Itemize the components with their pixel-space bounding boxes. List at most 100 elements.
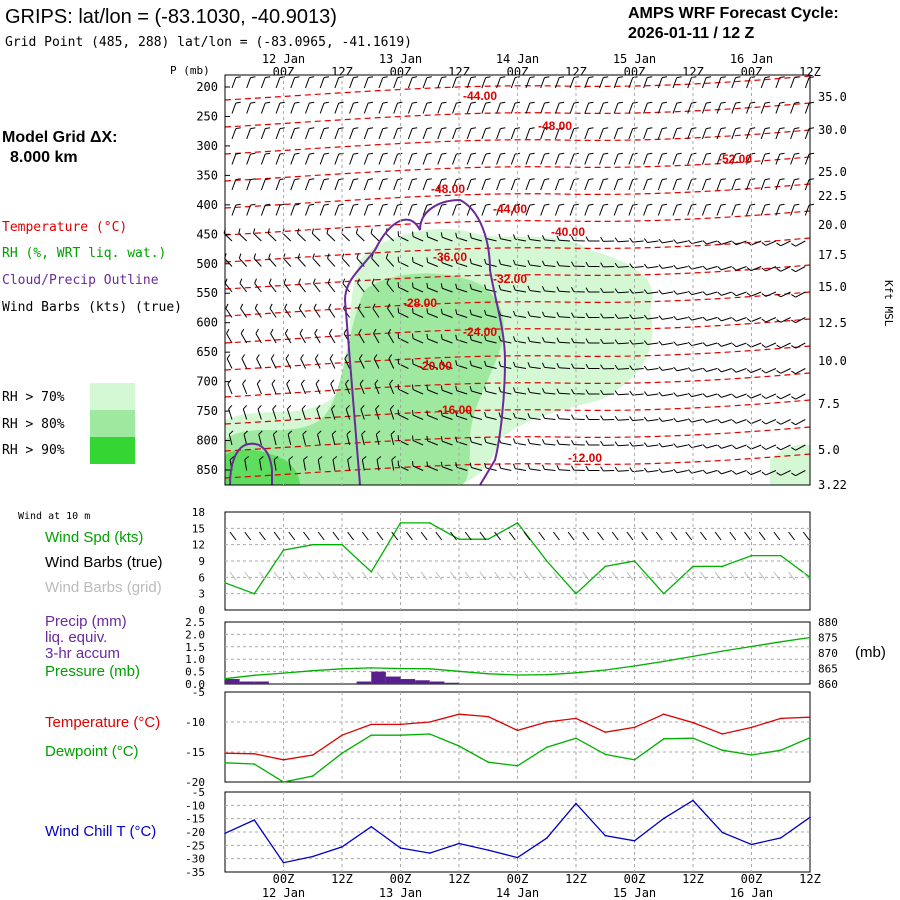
wind-barb-flag: [500, 101, 506, 104]
wind-barb-flag: [600, 389, 604, 395]
wind-barb-flag: [556, 312, 560, 317]
height-axis: 35.030.025.022.520.017.515.012.510.07.55…: [818, 90, 847, 492]
wind-barb-flag: [469, 385, 472, 392]
wind-barb-flag: [426, 435, 429, 441]
wind-barb-flag: [498, 412, 502, 418]
wind-barb-flag: [529, 127, 535, 130]
wind-barb-flag: [265, 152, 271, 155]
wind-barb-shaft: [676, 317, 688, 321]
precip-bar: [371, 671, 386, 684]
wind-barb-flag: [600, 415, 604, 421]
wind-barb-shaft: [313, 308, 321, 318]
wind-barb-flag: [556, 286, 560, 292]
wind-barb-shaft: [657, 77, 663, 89]
temperature-line-point: [809, 716, 811, 718]
wind-barb-shaft: [554, 77, 560, 89]
bottom-hour-label: 12Z: [565, 872, 587, 886]
wind-barb-flag: [658, 417, 663, 422]
wind-barb-shaft: [544, 341, 556, 344]
wind-barb-flag: [687, 469, 693, 474]
wind-barb-flag: [629, 441, 634, 447]
wind-barb-flag: [498, 284, 502, 290]
wind-barb-shaft: [441, 287, 453, 293]
wind-barb-shaft: [662, 240, 674, 244]
pressure-line-point: [545, 673, 548, 676]
wind-barb-shaft: [437, 128, 443, 140]
wind-barb-shaft: [735, 317, 747, 322]
wind-barb-flag: [746, 471, 752, 476]
wind-barb-flag: [309, 203, 315, 206]
wind-barb-flag: [253, 228, 256, 234]
wind-barb-flag: [323, 127, 329, 130]
surface-barb-true: [744, 531, 751, 541]
wind-barb-shaft: [515, 264, 527, 267]
wind-barb-flag: [717, 240, 722, 245]
wind-barb-shaft: [456, 237, 468, 242]
wind-barb-shaft: [672, 102, 678, 114]
wind-barbs-true-legend: Wind Barbs (true): [45, 554, 163, 571]
dewpoint-line-point: [282, 781, 285, 783]
wind-barb-shaft: [412, 236, 424, 242]
wind-barb-flag: [367, 203, 374, 206]
wind-barb-flag: [717, 317, 722, 322]
wind-barb-flag: [390, 430, 395, 435]
wind-barb-flag: [687, 341, 693, 347]
wind-barb-shaft: [617, 368, 629, 370]
wind-barb-flag: [279, 101, 285, 104]
wind-barb-shaft: [599, 204, 604, 216]
wind-barb-shaft: [760, 77, 766, 89]
surface-barb-grid: [567, 571, 575, 581]
wind-barb-shaft: [735, 291, 747, 297]
wind-barb-shaft: [559, 367, 571, 369]
height-tick: 20.0: [818, 218, 847, 232]
wind-barb-flag: [485, 76, 491, 79]
temperature-line-point: [662, 713, 665, 715]
wind-barb-flag: [331, 404, 336, 410]
wind-barb-shaft: [775, 77, 781, 89]
wind-barb-shaft: [297, 232, 306, 242]
wind-barb-flag: [732, 343, 737, 348]
wind-barb-flag: [720, 178, 726, 181]
wind-barb-shaft: [716, 128, 722, 140]
wind-barb-shaft: [441, 466, 453, 471]
wind-barb-shaft: [554, 179, 560, 191]
wind-barb-flag: [455, 283, 458, 289]
windchill-line-point: [662, 817, 665, 820]
wind-barb-flag: [514, 101, 521, 104]
wind-barb-shaft: [676, 240, 688, 244]
wind-barb-flag: [658, 315, 663, 320]
wind-barb-shaft: [735, 470, 747, 475]
wind-barb-flag: [600, 313, 604, 319]
wind-barb-shaft: [290, 153, 296, 165]
wind-barb-flag: [702, 240, 707, 245]
wind-barb-flag: [316, 404, 321, 410]
wind-barb-shaft: [544, 443, 556, 446]
wind-barb-flag: [250, 76, 256, 79]
pressure-axis: 2002503003504004505005506006507007508008…: [196, 80, 230, 477]
wind-barb-flag: [250, 152, 256, 155]
wind-barb-shaft: [701, 204, 707, 216]
wind-barb-flag: [750, 101, 756, 104]
wind-barb-flag: [527, 311, 531, 317]
wind-barb-flag: [470, 127, 476, 130]
wind-barb-shaft: [390, 434, 395, 446]
wind-barb-shaft: [540, 102, 545, 114]
surface-barb-true: [773, 531, 781, 541]
wind-barb-flag: [556, 235, 560, 241]
wind-barb-shaft: [427, 389, 438, 395]
wind-barb-flag: [571, 261, 575, 267]
wind-barb-shaft: [804, 128, 810, 140]
wind-barb-shaft: [441, 236, 453, 242]
wind-barb-shaft: [456, 262, 468, 267]
bottom-hour-label: 00Z: [624, 872, 646, 886]
wind-barb-flag: [250, 203, 256, 206]
wind-barb-shaft: [328, 308, 336, 318]
wind-barb-flag: [455, 411, 458, 417]
temp-dewpoint-panel: -5-10-15-20: [185, 686, 811, 789]
wind-barb-flag: [426, 308, 429, 314]
height-tick: 10.0: [818, 354, 847, 368]
wind-barb-flag: [629, 288, 634, 294]
wind-barb-shaft: [691, 317, 703, 321]
wind-barb-shaft: [687, 128, 692, 140]
wind-barb-shaft: [613, 204, 619, 216]
